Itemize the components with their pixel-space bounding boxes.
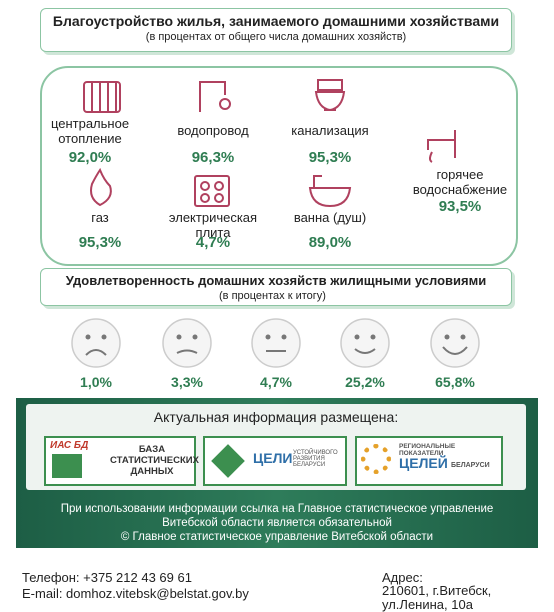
- title-box: Удовлетворенность домашних хозяйств жили…: [40, 268, 512, 306]
- copyright: © Главное статистическое управление Вите…: [120, 531, 434, 543]
- hot-water-icon: [427, 130, 456, 163]
- item-value: 89,0%: [308, 234, 352, 251]
- logo-icon: [361, 444, 391, 474]
- item-value: 92,0%: [68, 149, 112, 166]
- bath-icon: [308, 175, 352, 208]
- item-label: водопровод: [177, 123, 249, 138]
- logo-small: БЕЛАРУСИ: [451, 462, 490, 469]
- amenities-box: [40, 66, 518, 266]
- email[interactable]: E-mail: domhoz.vitebsk@belstat.gov.by: [22, 586, 249, 601]
- tap-icon: [199, 81, 231, 112]
- logo-big: ЦЕЛЕЙ: [399, 455, 448, 471]
- logo-sdg[interactable]: ЦЕЛИ УСТОЙЧИВОГО РАЗВИТИЯ БЕЛАРУСИ: [203, 436, 347, 486]
- item-label: центральное отопление: [50, 116, 130, 146]
- item-value: 95,3%: [308, 149, 352, 166]
- item-value: 4,7%: [195, 234, 231, 251]
- title: Удовлетворенность домашних хозяйств жили…: [65, 273, 487, 288]
- item-label: ванна (душ): [293, 210, 367, 225]
- satisfaction-value: 1,0%: [80, 374, 112, 390]
- logo-regional[interactable]: РЕГИОНАЛЬНЫЕ ПОКАЗАТЕЛИ ЦЕЛЕЙ БЕЛАРУСИ: [355, 436, 503, 486]
- satisfaction-value: 25,2%: [345, 374, 385, 390]
- phone: Телефон: +375 212 43 69 61: [22, 570, 192, 585]
- subtitle: (в процентах от общего числа домашних хо…: [145, 31, 407, 43]
- item-label: канализация: [291, 123, 369, 138]
- address-label: Адрес:: [382, 570, 423, 585]
- info-heading: Актуальная информация размещена:: [153, 409, 399, 425]
- logo-icon: [211, 444, 245, 478]
- satisfaction-value: 65,8%: [435, 374, 475, 390]
- logo-tag: ИАС БД: [50, 440, 89, 451]
- smileys: [71, 318, 480, 368]
- logo-ias[interactable]: ИАС БД БАЗА СТАТИСТИЧЕСКИХ ДАННЫХ: [44, 436, 199, 486]
- notice: При использовании информации ссылка на Г…: [50, 502, 504, 544]
- address: 210601, г.Витебск, ул.Ленина, 10а: [382, 583, 492, 612]
- toilet-icon: [314, 79, 346, 112]
- stove-icon: [194, 175, 230, 207]
- item-value: 93,5%: [438, 198, 482, 215]
- item-value: 96,3%: [191, 149, 235, 166]
- logo-big: ЦЕЛИ: [253, 450, 293, 466]
- satisfaction-value: 4,7%: [260, 374, 292, 390]
- logo-top: РЕГИОНАЛЬНЫЕ ПОКАЗАТЕЛИ: [399, 443, 456, 457]
- item-label: горячее водоснабжение: [412, 167, 508, 197]
- title: Благоустройство жилья, занимаемого домаш…: [52, 13, 500, 29]
- logo-text: БАЗА СТАТИСТИЧЕСКИХ ДАННЫХ: [110, 444, 199, 477]
- flame-icon: [90, 167, 112, 207]
- title-box: Благоустройство жилья, занимаемого домаш…: [40, 8, 512, 52]
- logo-icon: [52, 454, 82, 478]
- subtitle: (в процентах к итогу): [219, 290, 326, 302]
- item-value: 95,3%: [78, 234, 122, 251]
- icons: [83, 79, 456, 208]
- item-label: газ: [91, 210, 109, 225]
- radiator-icon: [83, 81, 121, 113]
- item-label: электрическая плита: [168, 210, 258, 240]
- satisfaction-value: 3,3%: [171, 374, 203, 390]
- notice-text: При использовании информации ссылка на Г…: [60, 503, 494, 529]
- logo-small: УСТОЙЧИВОГО РАЗВИТИЯ БЕЛАРУСИ: [293, 450, 338, 468]
